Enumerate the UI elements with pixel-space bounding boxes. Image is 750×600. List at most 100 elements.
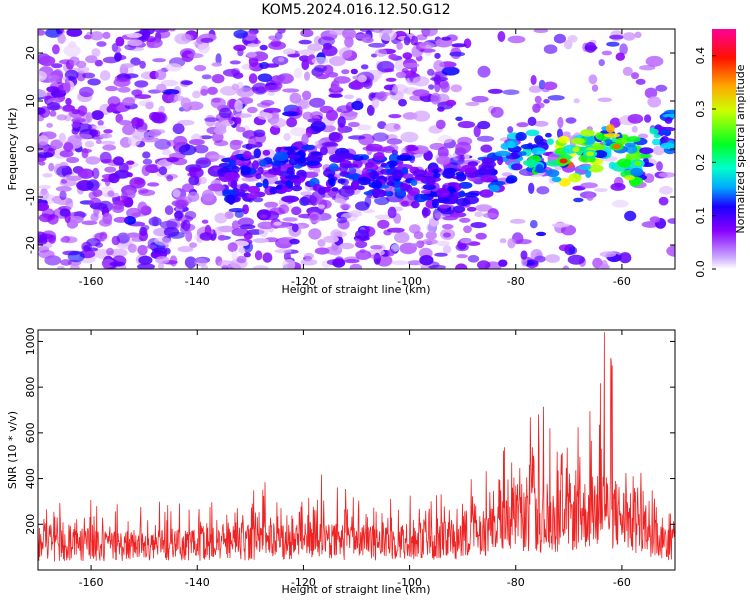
- colorbar: 0.0 0.1 0.2 0.3 0.4 Normalized spectral ampl…: [694, 29, 747, 278]
- heatmap-cell: [533, 29, 549, 33]
- heatmap-cell: [165, 63, 182, 72]
- heatmap-cell: [64, 69, 79, 81]
- heatmap-cell: [477, 65, 491, 78]
- heatmap-cell: [301, 133, 309, 145]
- heatmap-cell: [148, 128, 162, 138]
- heatmap-cell: [399, 183, 409, 192]
- heatmap-cell: [38, 161, 46, 166]
- heatmap-cell: [565, 117, 577, 124]
- heatmap-cell: [645, 55, 664, 67]
- heatmap-cell: [401, 167, 409, 175]
- heatmap-cell: [630, 167, 644, 177]
- heatmap-cell: [231, 220, 240, 230]
- heatmap-cell: [337, 116, 346, 128]
- heatmap-cell: [96, 41, 107, 47]
- heatmap-cell: [528, 182, 535, 194]
- x-tick-label: -140: [185, 275, 210, 288]
- heatmap-cell: [588, 74, 598, 85]
- heatmap-cell: [38, 213, 53, 223]
- heatmap-cell: [455, 171, 465, 177]
- heatmap-cell: [551, 176, 562, 183]
- heatmap-cell: [132, 129, 150, 140]
- heatmap-cell: [198, 176, 207, 185]
- heatmap-cell: [194, 258, 208, 267]
- heatmap-cell: [572, 147, 580, 152]
- heatmap-cell: [104, 166, 117, 173]
- snr-ticks: -160 -140 -120 -100 -80 -60 200 400 600 800 1000: [24, 327, 675, 589]
- heatmap-cell: [545, 254, 560, 263]
- heatmap-cell: [70, 263, 80, 269]
- heatmap-cell: [252, 160, 259, 170]
- heatmap-cell: [529, 220, 538, 229]
- heatmap-cell: [619, 252, 632, 264]
- heatmap-cell: [387, 248, 395, 257]
- heatmap-cell: [328, 131, 341, 141]
- heatmap-cell: [200, 88, 209, 96]
- heatmap-cell: [367, 249, 385, 257]
- heatmap-cell: [626, 136, 641, 143]
- heatmap-cell: [342, 29, 357, 40]
- heatmap-cell: [286, 117, 298, 128]
- heatmap-cell: [152, 58, 167, 63]
- x-tick-label: -100: [397, 576, 422, 589]
- heatmap-cell: [76, 60, 87, 68]
- heatmap-cell: [300, 194, 318, 205]
- heatmap-cell: [173, 95, 185, 102]
- heatmap-cell: [258, 159, 268, 167]
- heatmap-cell: [360, 64, 369, 70]
- heatmap-cell: [599, 264, 610, 269]
- heatmap-cell: [141, 164, 151, 177]
- heatmap-cell: [423, 150, 433, 161]
- heatmap-cell: [658, 196, 669, 206]
- heatmap-cell: [410, 243, 420, 248]
- heatmap-cell: [224, 171, 240, 181]
- heatmap-cell: [304, 71, 310, 81]
- heatmap-cell: [71, 117, 86, 123]
- heatmap-cell: [421, 29, 438, 37]
- heatmap-cell: [91, 48, 101, 57]
- heatmap-cell: [444, 169, 454, 179]
- heatmap-cell: [282, 88, 300, 93]
- heatmap-cell: [441, 36, 452, 41]
- heatmap-cell: [393, 123, 400, 130]
- heatmap-cell: [536, 186, 550, 195]
- heatmap-cell: [452, 205, 466, 213]
- heatmap-cell: [305, 160, 321, 166]
- heatmap-cell: [559, 158, 568, 164]
- snr-panel: -160 -140 -120 -100 -80 -60 200 400 600 800 1000 H…: [6, 327, 676, 596]
- heatmap-cell: [314, 64, 328, 72]
- heatmap-cell: [45, 29, 62, 38]
- heatmap-cell: [323, 235, 339, 243]
- heatmap-cell: [402, 173, 414, 180]
- heatmap-cell: [211, 97, 222, 103]
- heatmap-cell: [436, 155, 451, 165]
- heatmap-cell: [254, 250, 263, 261]
- heatmap-cell: [193, 144, 209, 154]
- heatmap-cell: [231, 165, 240, 174]
- heatmap-cell: [64, 81, 71, 92]
- heatmap-cell: [459, 217, 471, 223]
- heatmap-cell: [137, 263, 155, 269]
- heatmap-cell: [68, 215, 84, 224]
- heatmap-cell: [228, 159, 236, 167]
- heatmap-cell: [502, 89, 520, 95]
- heatmap-cell: [127, 243, 137, 253]
- heatmap-cell: [365, 143, 383, 152]
- heatmap-cell: [309, 97, 326, 108]
- heatmap-cell: [319, 105, 334, 114]
- heatmap-cell: [372, 132, 389, 142]
- heatmap-cell: [498, 259, 508, 267]
- heatmap-cell: [284, 175, 301, 180]
- y-tick-label: 0: [24, 146, 37, 153]
- heatmap-cell: [339, 203, 351, 210]
- heatmap-cell: [476, 135, 495, 142]
- y-tick-label: 400: [24, 468, 37, 489]
- heatmap-cell: [592, 150, 608, 159]
- heatmap-cell: [38, 151, 54, 159]
- x-tick-label: -60: [613, 576, 631, 589]
- heatmap-cell: [163, 227, 180, 237]
- heatmap-cell: [329, 56, 346, 67]
- heatmap-cell: [527, 116, 537, 126]
- heatmap-cell: [100, 159, 115, 163]
- heatmap-cell: [234, 99, 243, 112]
